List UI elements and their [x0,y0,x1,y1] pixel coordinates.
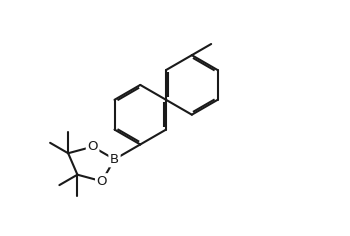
Text: O: O [88,140,98,153]
Text: B: B [110,153,119,166]
Text: O: O [97,175,107,188]
